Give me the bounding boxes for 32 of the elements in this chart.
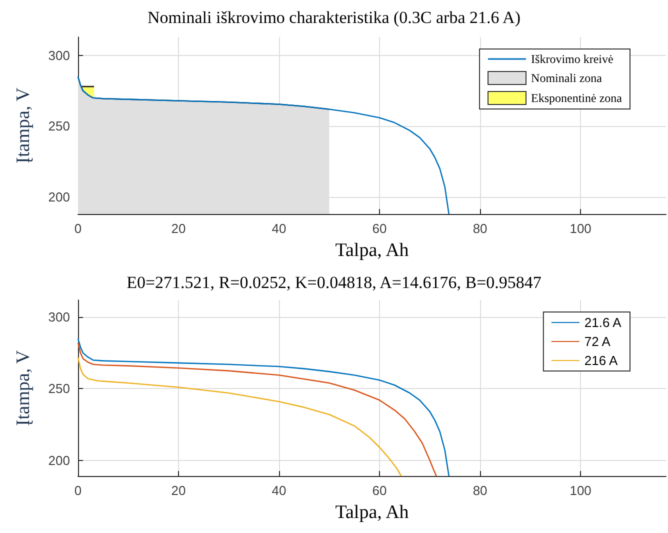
x-tick-label: 80 [472,221,488,236]
line-series [77,356,402,477]
x-axis-title: Talpa, Ah [335,240,410,261]
legend-label: Nominali zona [531,71,603,85]
x-tick-label: 80 [472,483,488,498]
x-tick-label: 0 [74,221,82,236]
x-tick-label: 20 [171,483,186,498]
line-series [77,76,450,215]
chart-title: E0=271.521, R=0.0252, K=0.04818, A=14.6176, B=0.95847 [126,273,542,292]
legend-label: 72 A [584,334,611,349]
y-axis-title: Įtampa, V [13,87,34,164]
x-tick-label: 100 [570,483,592,498]
legend-label: Eksponentinė zona [531,91,623,105]
x-tick-label: 60 [372,483,387,498]
y-tick-label: 200 [48,452,70,468]
chart-title: Nominali iškrovimo charakteristika (0.3C arba 21.6 A) [148,8,520,27]
x-tick-label: 60 [372,221,387,236]
x-tick-label: 100 [570,221,592,236]
y-tick-label: 200 [48,190,70,205]
y-tick-label: 300 [48,310,70,325]
y-axis-title: Įtampa, V [13,350,34,426]
y-tick-label: 250 [48,381,70,396]
x-tick-label: 40 [272,483,286,498]
x-axis-title: Talpa, Ah [335,502,410,523]
x-tick-label: 20 [171,221,186,236]
legend-label: Iškrovimo kreivė [531,52,614,66]
y-tick-label: 250 [48,118,70,134]
legend-label: 21.6 A [584,315,622,330]
y-tick-label: 300 [48,48,70,63]
legend-label: 216 A [584,353,618,368]
x-tick-label: 0 [74,483,82,498]
x-tick-label: 40 [272,221,286,236]
